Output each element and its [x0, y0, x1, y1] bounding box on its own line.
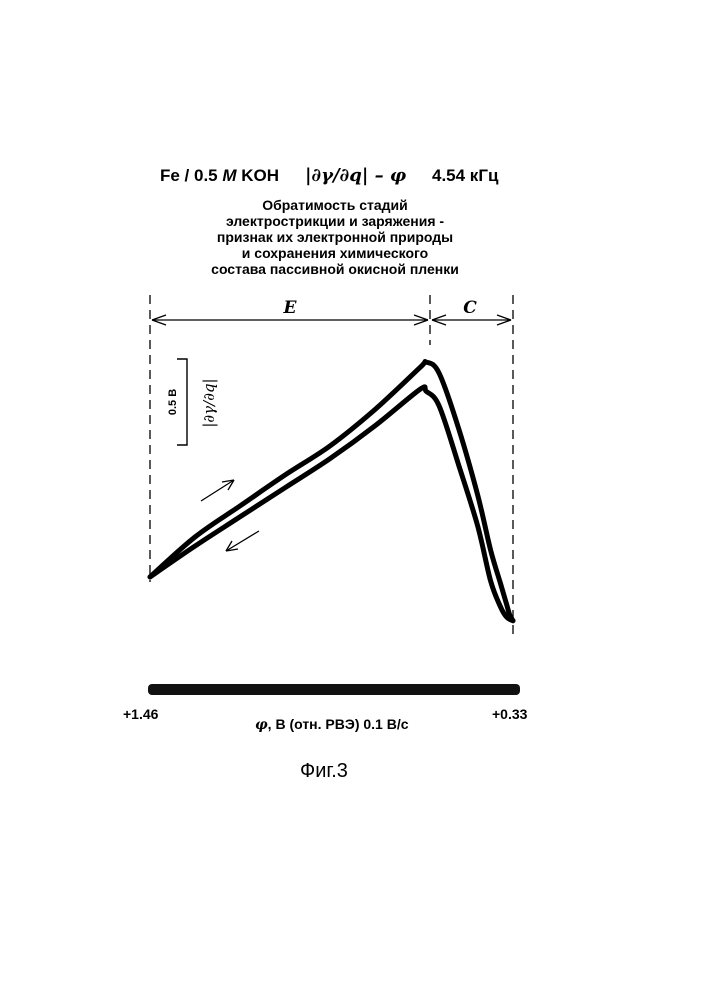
- scale-bar-label: 0.5 В: [167, 389, 179, 415]
- y-axis-label: |∂γ/∂q|: [200, 378, 218, 427]
- reverse-direction-arrow: [226, 531, 259, 551]
- forward-direction-arrow: [201, 480, 234, 501]
- region-c-label: C: [463, 298, 477, 318]
- region-e-label: E: [283, 298, 298, 318]
- x-axis-start-label: +1.46: [123, 706, 158, 722]
- x-axis-baseline: [148, 684, 520, 695]
- x-axis-label: φ, В (отн. РВЭ) 0.1 В/с: [255, 716, 409, 733]
- x-axis-end-label: +0.33: [492, 706, 527, 722]
- figure-caption: Фиг.3: [300, 760, 348, 783]
- phi-symbol: φ: [255, 717, 268, 733]
